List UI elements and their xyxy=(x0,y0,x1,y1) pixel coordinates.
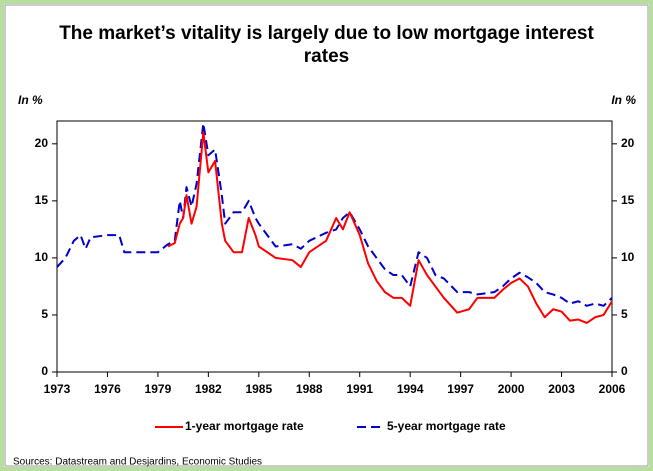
source-note: Sources: Datastream and Desjardins, Econ… xyxy=(13,457,262,468)
x-tick-label: 1988 xyxy=(296,382,323,396)
y-tick-label: 15 xyxy=(35,193,49,207)
x-tick-label: 2006 xyxy=(599,382,626,396)
y2-tick-label: 15 xyxy=(621,193,635,207)
y2-tick-label: 10 xyxy=(621,250,635,264)
y-tick-label: 20 xyxy=(35,136,49,150)
y2-tick-label: 5 xyxy=(621,307,628,321)
y2-axis-label: In % xyxy=(611,93,636,107)
x-tick-label: 1979 xyxy=(145,382,172,396)
x-tick-label: 1982 xyxy=(195,382,222,396)
y-axis-label: In % xyxy=(18,93,43,107)
x-tick-label: 1973 xyxy=(44,382,71,396)
legend-label: 5-year mortgage rate xyxy=(387,419,506,433)
chart-title: The market’s vitality is largely due to … xyxy=(59,23,594,67)
plot-frame xyxy=(56,120,613,373)
legend-label: 1-year mortgage rate xyxy=(185,419,304,433)
y2-tick-label: 20 xyxy=(621,136,635,150)
y-tick-label: 10 xyxy=(35,250,49,264)
x-tick-label: 1997 xyxy=(447,382,474,396)
x-tick-label: 1991 xyxy=(346,382,373,396)
x-tick-label: 1994 xyxy=(397,382,424,396)
x-tick-label: 2003 xyxy=(548,382,575,396)
y2-tick-label: 0 xyxy=(621,364,628,378)
inner-frame xyxy=(4,4,649,467)
x-tick-label: 2000 xyxy=(498,382,525,396)
x-tick-label: 1985 xyxy=(245,382,272,396)
series-line xyxy=(167,131,613,324)
y-tick-label: 5 xyxy=(41,307,48,321)
y-tick-label: 0 xyxy=(41,364,48,378)
x-tick-label: 1976 xyxy=(94,382,121,396)
